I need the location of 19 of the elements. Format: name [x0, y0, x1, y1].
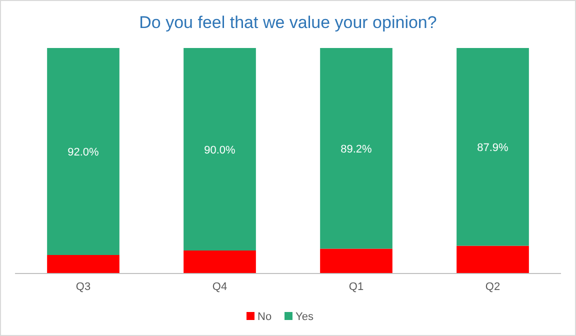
data-label: 89.2% — [340, 143, 372, 156]
bar — [47, 48, 120, 255]
data-label: 92.0% — [68, 146, 100, 158]
x-tick-label: Q3 — [76, 281, 91, 293]
bar — [320, 248, 392, 273]
bar — [184, 250, 256, 273]
data-label: 87.9% — [477, 142, 509, 154]
legend-label: Yes — [296, 311, 314, 323]
bar — [320, 48, 392, 249]
chart-title: Do you feel that we value your opinion? — [139, 13, 437, 32]
legend-label: No — [258, 311, 272, 323]
x-tick-label: Q1 — [348, 281, 364, 293]
bar — [456, 246, 529, 273]
bar — [184, 48, 256, 250]
data-label: 90.0% — [204, 144, 236, 156]
x-tick-label: Q2 — [485, 281, 500, 293]
x-tick-label: Q4 — [212, 281, 228, 293]
bar — [47, 255, 120, 273]
bar — [456, 48, 529, 246]
